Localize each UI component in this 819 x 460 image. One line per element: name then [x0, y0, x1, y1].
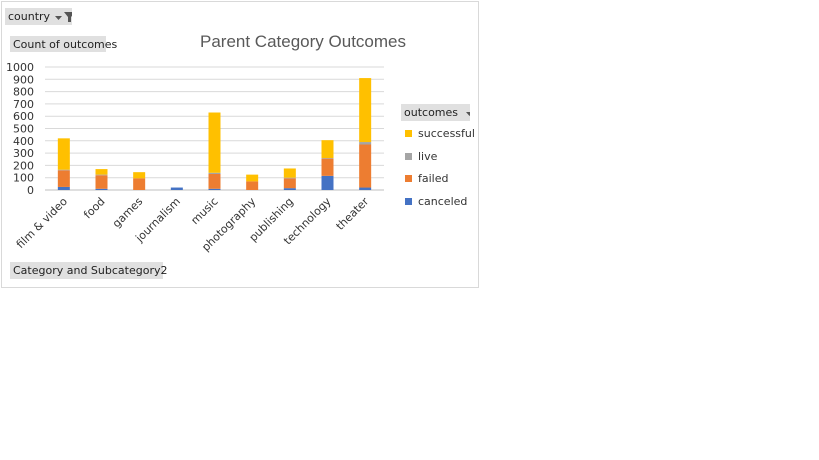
legend-item-successful: successful [405, 127, 475, 140]
chevron-down-icon [466, 111, 470, 116]
legend-label: failed [418, 172, 449, 185]
bar-successful-publishing [283, 168, 296, 178]
y-tick-label: 100 [13, 172, 34, 185]
legend-item-failed: failed [405, 172, 448, 185]
bar-successful-photography [246, 174, 259, 182]
legend-swatch [405, 175, 412, 182]
y-tick-label: 700 [13, 98, 34, 111]
bar-canceled-technology [321, 175, 334, 190]
bar-live-food [95, 174, 108, 176]
legend-label: canceled [418, 194, 468, 208]
x-tick-label: theater [334, 195, 372, 233]
bar-failed-publishing [283, 178, 296, 189]
bar-failed-food [95, 175, 108, 189]
category-field-label: Category and Subcategory2 [13, 264, 168, 277]
bar-successful-technology [321, 140, 334, 159]
y-tick-label: 200 [13, 159, 34, 172]
x-tick-label: food [81, 195, 107, 221]
x-tick-label: games [110, 195, 146, 231]
bar-successful-music [208, 112, 221, 173]
country-filter-button[interactable]: country [5, 8, 72, 25]
legend-swatch [405, 152, 412, 160]
y-tick-label: 900 [13, 73, 34, 86]
bar-successful-theater [359, 78, 372, 143]
legend-label: live [418, 149, 438, 163]
bar-failed-photography [246, 181, 259, 190]
chart-title: Parent Category Outcomes [200, 32, 406, 51]
count-of-outcomes-label: Count of outcomes [13, 37, 118, 51]
bar-canceled-journalism [170, 187, 183, 190]
legend-label: successful [418, 127, 475, 140]
legend-swatch [405, 197, 412, 205]
bar-successful-film-video [57, 138, 70, 170]
bar-failed-film-video [57, 170, 70, 187]
legend-swatch [405, 130, 412, 137]
bar-canceled-music [208, 188, 221, 190]
y-tick-label: 0 [27, 184, 34, 197]
bar-canceled-theater [359, 187, 372, 190]
y-tick-label: 300 [13, 147, 34, 160]
y-tick-label: 600 [13, 110, 34, 123]
bar-live-theater [359, 142, 372, 145]
category-field-button[interactable]: Category and Subcategory2 [10, 262, 167, 279]
bar-failed-technology [321, 158, 334, 176]
outcomes-legend-button[interactable]: outcomes [401, 104, 470, 121]
bar-canceled-food [95, 188, 108, 190]
bar-live-film-video [57, 169, 70, 171]
bar-failed-theater [359, 144, 372, 188]
bar-canceled-film-video [57, 186, 70, 190]
bar-successful-games [133, 172, 146, 179]
y-tick-label: 800 [13, 86, 34, 99]
bar-failed-music [208, 174, 221, 189]
filter-dropdown-icon [55, 11, 72, 22]
legend-item-canceled: canceled [405, 195, 467, 208]
legend-item-live: live [405, 150, 437, 163]
count-of-outcomes-button[interactable]: Count of outcomes [10, 36, 117, 52]
y-tick-label: 500 [13, 123, 34, 136]
outcomes-legend-label: outcomes [404, 106, 459, 119]
bar-live-music [208, 172, 221, 175]
y-tick-label: 400 [13, 135, 34, 148]
country-filter-label: country [8, 10, 51, 23]
x-tick-label: film & video [14, 195, 70, 251]
bar-canceled-publishing [283, 188, 296, 190]
bar-live-technology [321, 158, 334, 159]
bar-successful-food [95, 169, 108, 175]
bar-failed-games [133, 178, 146, 190]
y-tick-label: 1000 [6, 61, 34, 74]
bar-live-publishing [283, 177, 296, 179]
x-tick-label: music [188, 195, 220, 227]
